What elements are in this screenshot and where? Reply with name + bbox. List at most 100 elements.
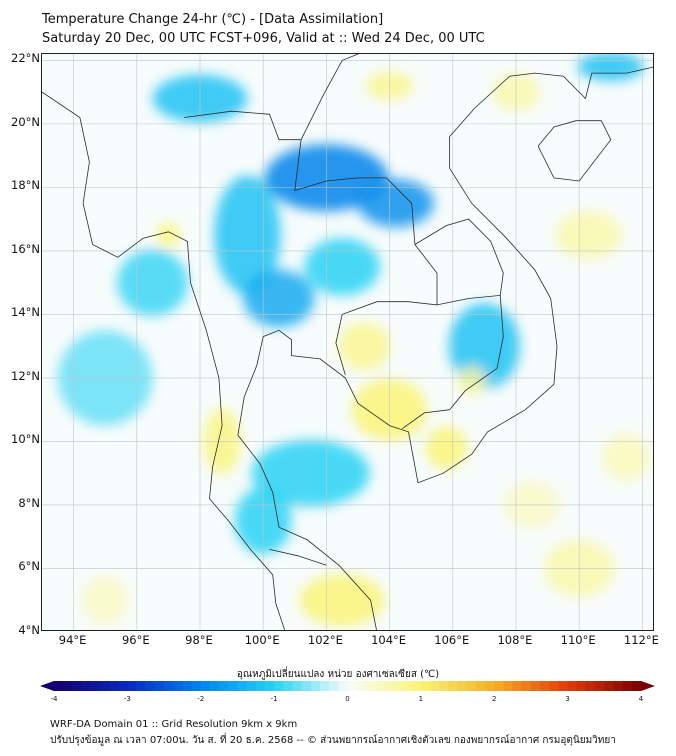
colorbar-segment <box>540 681 550 691</box>
colorbar-segment <box>118 681 128 691</box>
colorbar-tick-label: -4 <box>50 695 58 703</box>
longitude-label: 108°E <box>497 633 533 647</box>
footer-credit: ปรับปรุงข้อมูล ณ เวลา 07:00น. วัน ส. ที่… <box>50 735 616 746</box>
colorbar-segment <box>90 681 101 691</box>
colorbar-segment <box>292 681 303 691</box>
temperature-anomaly <box>304 238 381 296</box>
coastline-border <box>237 66 653 630</box>
coastline-border <box>42 91 286 630</box>
colorbar-segment <box>319 681 330 691</box>
colorbar-segment <box>402 681 413 691</box>
colorbar-segment <box>420 681 431 691</box>
map-title: Temperature Change 24-hr (℃) - [Data Ass… <box>42 12 384 27</box>
temperature-anomaly <box>81 576 129 625</box>
colorbar <box>40 681 655 691</box>
colorbar-segment <box>200 681 211 691</box>
coastline-border <box>300 54 360 140</box>
latitude-label: 22°N <box>11 51 40 66</box>
colorbar-segment <box>475 681 486 691</box>
colorbar-segment <box>567 681 578 691</box>
colorbar-segment <box>448 681 458 691</box>
coastline-border <box>184 110 438 375</box>
latitude-label: 18°N <box>11 178 40 193</box>
colorbar-segment <box>558 681 569 691</box>
colorbar-segment <box>512 681 523 691</box>
colorbar-segment <box>595 681 605 691</box>
temperature-anomaly <box>299 574 385 627</box>
colorbar-segment <box>145 681 156 691</box>
longitude-label: 96°E <box>121 633 150 647</box>
coastline-border <box>537 120 612 182</box>
colorbar-segment <box>182 681 192 691</box>
colorbar-segment <box>164 681 174 691</box>
temperature-anomaly <box>156 223 181 247</box>
temperature-anomaly <box>555 211 622 259</box>
colorbar-segment <box>430 681 440 691</box>
map-subtitle: Saturday 20 Dec, 00 UTC FCST+096, Valid … <box>42 31 485 46</box>
colorbar-title: อุณหภูมิเปลี่ยนแปลง หน่วย องศาเซลเซียส (… <box>236 669 440 680</box>
colorbar-segment <box>375 681 385 691</box>
temperature-anomaly <box>243 269 315 328</box>
colorbar-segment <box>613 681 624 691</box>
colorbar-segment <box>521 681 532 691</box>
colorbar-max-extend <box>641 681 655 691</box>
colorbar-segment <box>191 681 202 691</box>
colorbar-segment <box>439 681 449 691</box>
colorbar-segment <box>301 681 312 691</box>
latitude-label: 20°N <box>11 114 40 129</box>
colorbar-segment <box>622 681 633 691</box>
temperature-anomaly <box>425 426 468 470</box>
latitude-label: 14°N <box>11 305 40 320</box>
longitude-label: 98°E <box>185 633 213 647</box>
colorbar-segment <box>255 681 266 691</box>
longitude-label: 100°E <box>244 633 280 647</box>
temperature-anomaly <box>117 249 189 317</box>
latitude-label: 4°N <box>18 623 40 637</box>
colorbar-segment <box>109 681 119 691</box>
colorbar-tick-label: 3 <box>565 695 570 703</box>
colorbar-segment <box>457 681 468 691</box>
colorbar-segment <box>338 681 348 691</box>
colorbar-segment <box>585 681 596 691</box>
longitude-label: 102°E <box>307 633 343 647</box>
colorbar-segment <box>173 681 183 691</box>
colorbar-segment <box>283 681 293 691</box>
colorbar-segment <box>264 681 275 691</box>
footer-model-info: WRF-DA Domain 01 :: Grid Resolution 9km … <box>50 719 298 730</box>
colorbar-tick-label: 1 <box>418 695 424 703</box>
colorbar-segment <box>365 681 376 691</box>
colorbar-segment <box>485 681 495 691</box>
colorbar-segment <box>329 681 339 691</box>
colorbar-segment <box>63 681 73 691</box>
colorbar-segment <box>136 681 147 691</box>
temperature-anomaly <box>338 322 391 370</box>
latitude-label: 10°N <box>11 432 40 447</box>
longitude-label: 110°E <box>560 633 596 647</box>
latitude-label: 6°N <box>18 559 40 574</box>
colorbar-segment <box>356 681 367 691</box>
colorbar-segment <box>503 681 513 691</box>
colorbar-tick-label: -2 <box>197 695 205 703</box>
colorbar-segment <box>54 681 64 691</box>
colorbar-segment <box>310 681 321 691</box>
colorbar-segment <box>631 681 642 691</box>
coastline-border <box>269 549 327 566</box>
coastline-border <box>401 294 504 430</box>
latitude-label: 12°N <box>11 368 40 383</box>
latitude-label: 8°N <box>18 495 40 510</box>
longitude-label: 94°E <box>58 633 87 647</box>
colorbar-segment <box>347 681 358 691</box>
temperature-change-map <box>42 54 653 630</box>
temperature-anomaly <box>214 175 281 295</box>
colorbar-segment <box>228 681 238 691</box>
colorbar-tick-label: -1 <box>270 695 278 703</box>
colorbar-segment <box>576 681 587 691</box>
colorbar-segment <box>549 681 559 691</box>
colorbar-tick-label: 4 <box>638 695 644 703</box>
colorbar-tick-label: 2 <box>492 695 497 703</box>
temperature-anomaly <box>251 439 370 507</box>
longitude-label: 106°E <box>434 633 470 647</box>
colorbar-segment <box>411 681 422 691</box>
colorbar-tick-label: -3 <box>123 695 131 703</box>
colorbar-segment <box>246 681 257 691</box>
